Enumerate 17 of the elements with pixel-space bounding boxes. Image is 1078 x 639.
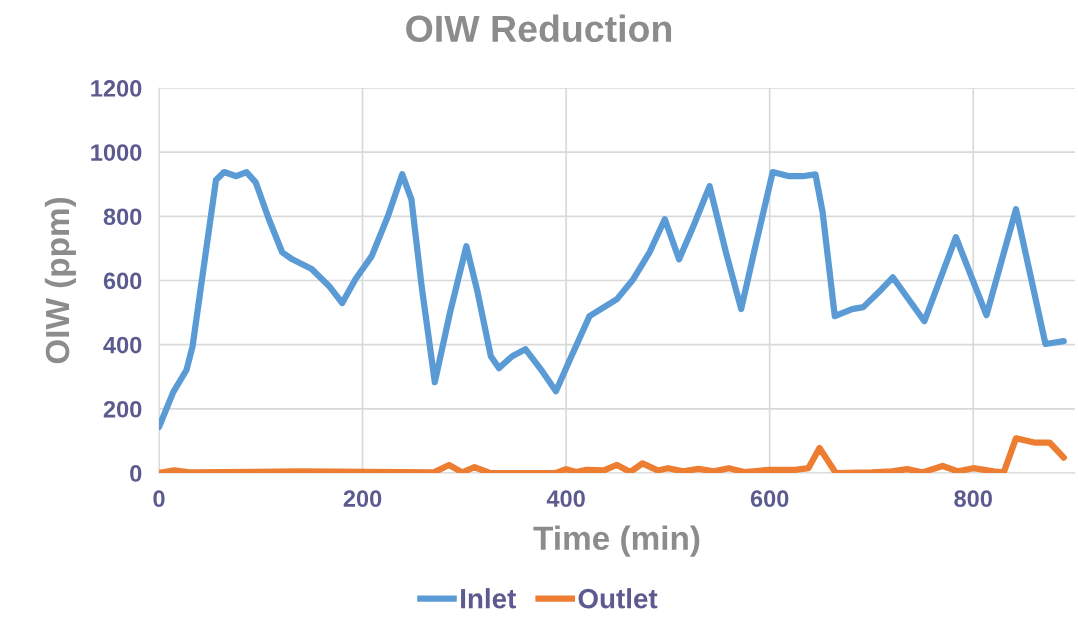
x-tick-label: 600 bbox=[750, 490, 789, 508]
chart-title: OIW Reduction bbox=[406, 14, 672, 43]
x-tick-label: 0 bbox=[153, 490, 165, 508]
y-tick-label: 1000 bbox=[91, 144, 142, 161]
y-tick-label: 600 bbox=[103, 272, 142, 290]
y-tick-label: 400 bbox=[103, 336, 142, 354]
x-tick-label: 400 bbox=[546, 490, 585, 508]
x-axis-title: Time (min) bbox=[533, 525, 700, 557]
legend-label: Outlet bbox=[578, 588, 658, 609]
y-tick-label: 1200 bbox=[91, 80, 142, 97]
y-tick-label: 200 bbox=[103, 400, 142, 418]
x-tick-label: 200 bbox=[343, 490, 382, 508]
y-tick-label: 0 bbox=[130, 465, 142, 482]
y-axis-title: OIW (ppm) bbox=[44, 197, 76, 364]
y-tick-label: 800 bbox=[103, 208, 142, 226]
x-tick-label: 800 bbox=[954, 490, 992, 508]
legend-label: Inlet bbox=[461, 588, 516, 609]
